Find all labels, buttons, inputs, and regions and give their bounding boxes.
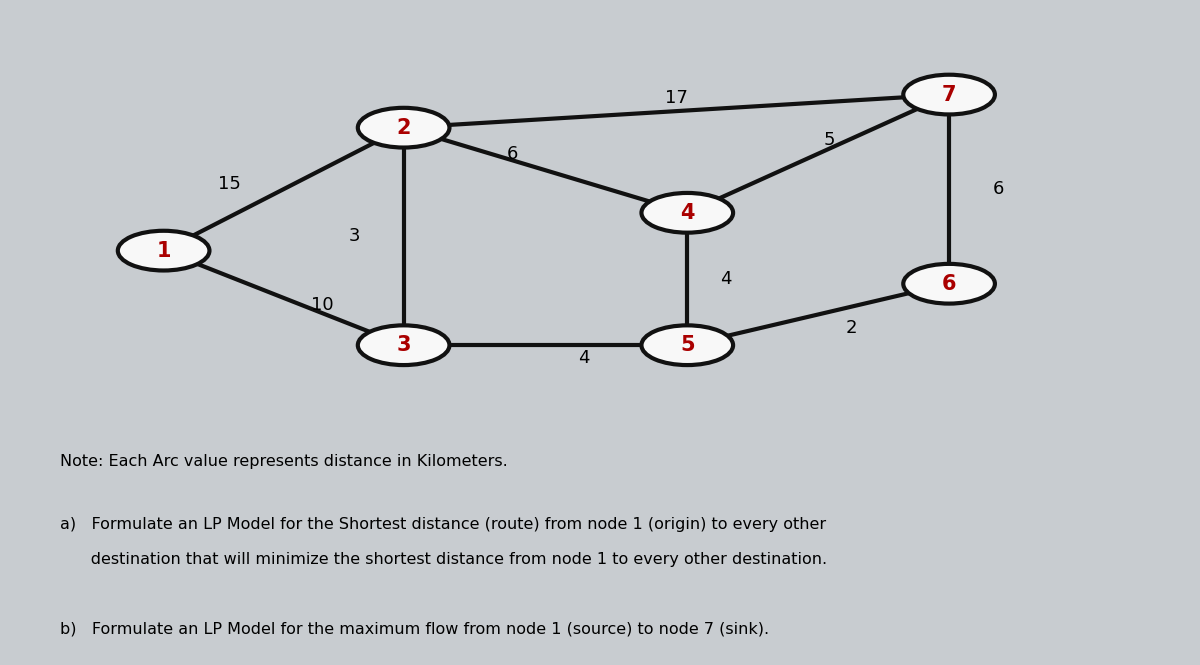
Text: 4: 4 <box>578 349 589 368</box>
Text: 10: 10 <box>311 296 334 314</box>
Text: 7: 7 <box>942 84 956 104</box>
Circle shape <box>642 325 733 365</box>
Circle shape <box>642 193 733 233</box>
Text: 5: 5 <box>680 335 695 355</box>
Text: 3: 3 <box>396 335 410 355</box>
Text: 6: 6 <box>508 145 518 163</box>
Text: 2: 2 <box>845 319 857 336</box>
Text: b)   Formulate an LP Model for the maximum flow from node 1 (source) to node 7 (: b) Formulate an LP Model for the maximum… <box>60 622 769 637</box>
Text: Note: Each Arc value represents distance in Kilometers.: Note: Each Arc value represents distance… <box>60 454 508 469</box>
Text: 5: 5 <box>823 130 835 148</box>
Circle shape <box>118 231 210 271</box>
Text: 2: 2 <box>396 118 410 138</box>
Circle shape <box>904 74 995 114</box>
Text: 6: 6 <box>942 274 956 294</box>
Circle shape <box>358 108 450 148</box>
Text: 3: 3 <box>349 227 360 245</box>
Text: 1: 1 <box>156 241 170 261</box>
Text: 6: 6 <box>992 180 1004 198</box>
Circle shape <box>358 325 450 365</box>
Text: 15: 15 <box>217 176 240 194</box>
Text: 4: 4 <box>680 203 695 223</box>
Text: 4: 4 <box>720 270 731 288</box>
Text: destination that will minimize the shortest distance from node 1 to every other : destination that will minimize the short… <box>60 553 827 567</box>
Circle shape <box>904 264 995 304</box>
Text: a)   Formulate an LP Model for the Shortest distance (route) from node 1 (origin: a) Formulate an LP Model for the Shortes… <box>60 517 826 531</box>
Text: 17: 17 <box>665 89 688 107</box>
